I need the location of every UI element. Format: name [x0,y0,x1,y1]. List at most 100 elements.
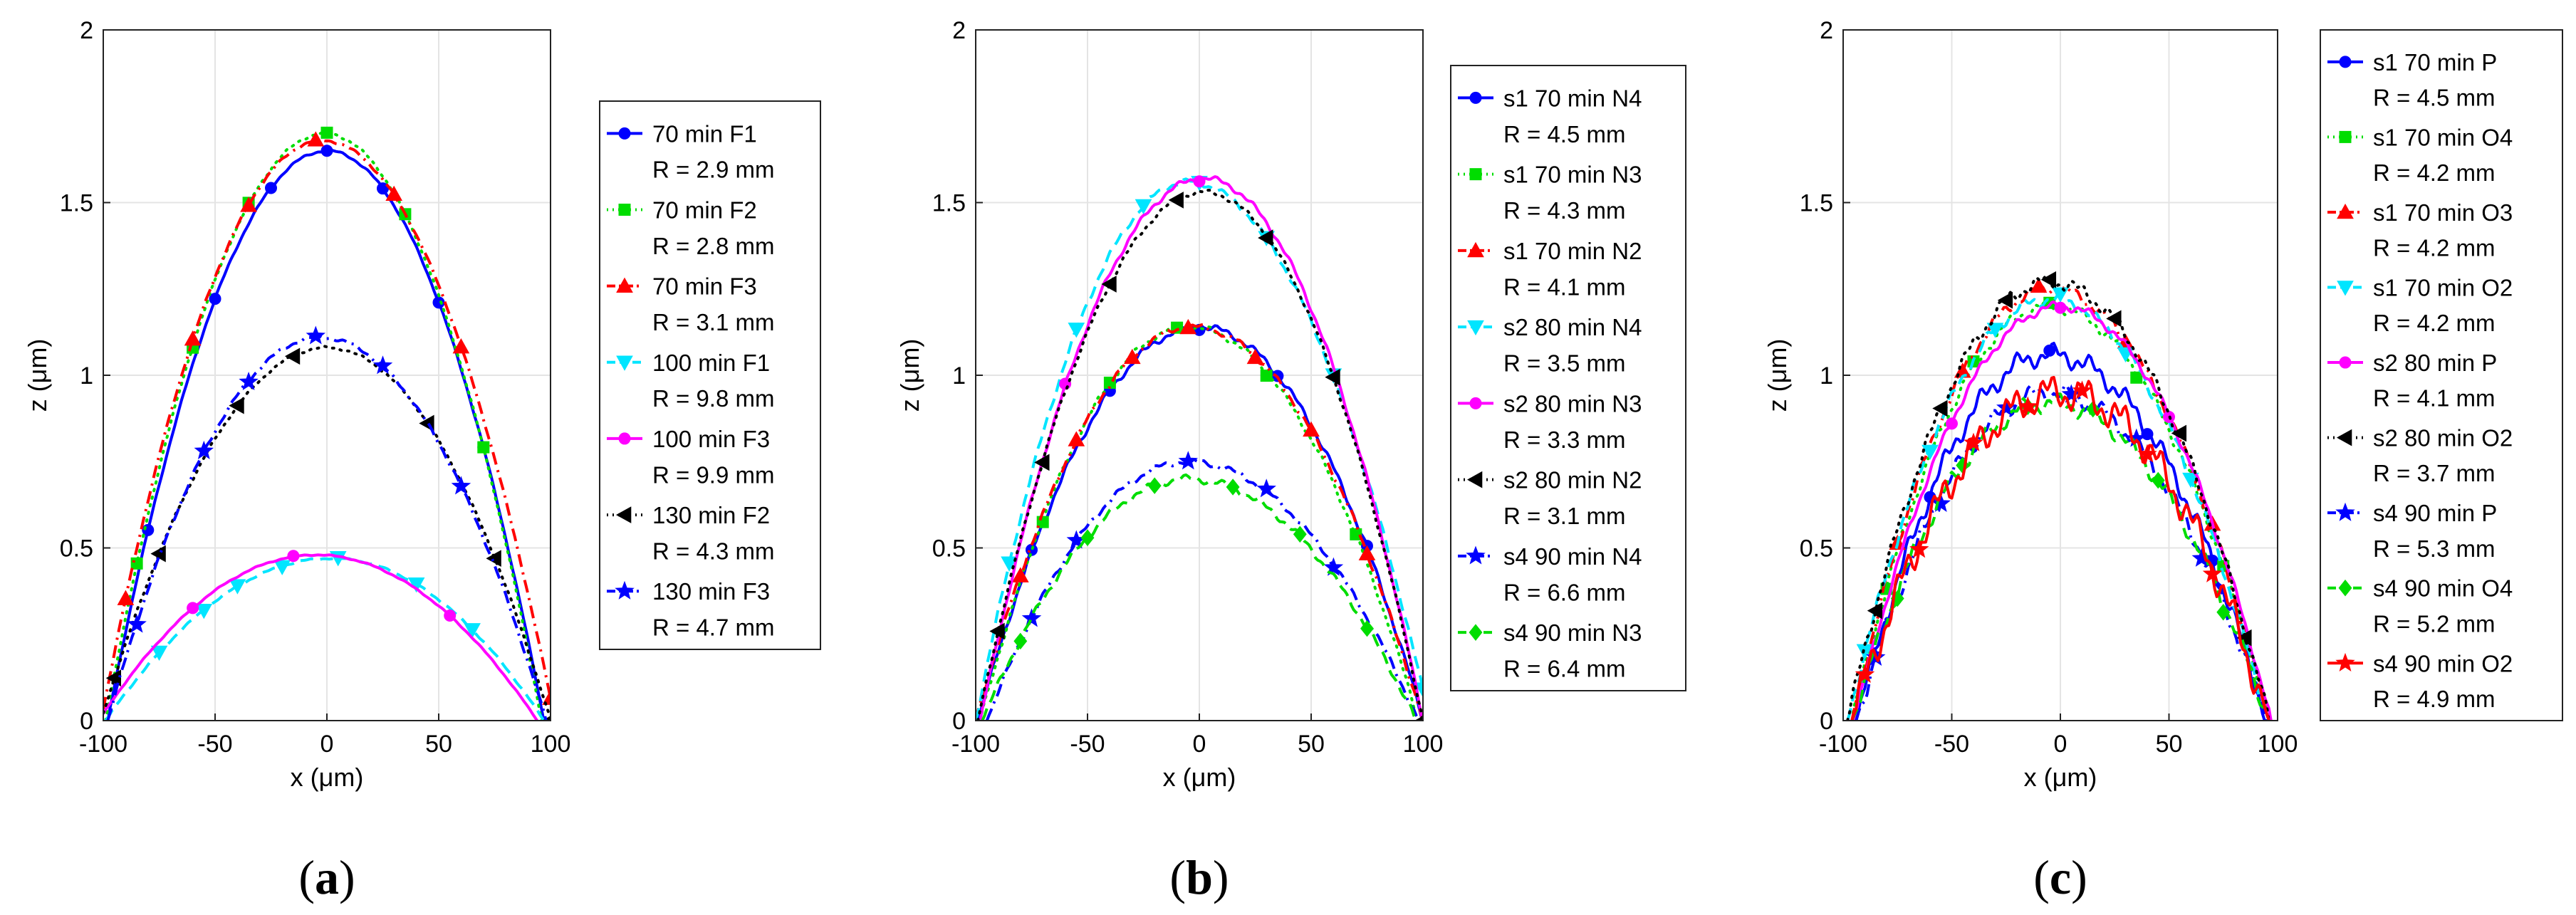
legend-marker-swatch [2339,130,2352,143]
data-point-s4-1 [287,550,300,563]
y-tick-label: 2 [80,17,93,44]
data-point-s7-4 [2151,471,2165,489]
series-line-4 [103,553,538,721]
data-point-s6-2 [239,371,259,391]
legend-marker-swatch [2336,429,2352,446]
legend-radius: R = 3.1 mm [1503,503,1625,529]
legend-radius: R = 5.2 mm [2373,610,2495,637]
legend-radius: R = 3.1 mm [652,309,774,335]
data-point-s6-3 [1256,479,1276,498]
data-point-s5-4 [1258,229,1273,246]
legend-radius: R = 4.2 mm [2373,310,2495,336]
data-point-s4-2 [444,609,457,622]
legend-marker-swatch [615,580,635,600]
panel-label: (c) [2033,850,2087,904]
series-line-6 [106,334,548,721]
data-point-s2-6 [542,689,551,705]
legend-entry: s1 70 min O4 R = 4.2 mm [2327,124,2513,186]
legend-label: s2 80 min P [2373,350,2497,376]
data-point-s2-2 [240,197,257,212]
data-point-s7-2 [1147,477,1162,494]
legend-entry: s4 90 min O4 R = 5.2 mm [2327,575,2513,637]
data-point-s5-3 [1168,192,1184,209]
legend-label: 70 min F2 [652,197,757,224]
legend-label: 130 min F2 [652,502,770,528]
data-point-s3-6 [1414,682,1423,698]
legend-radius: R = 4.1 mm [2373,385,2495,412]
legend-radius: R = 4.5 mm [2373,84,2495,110]
data-point-s2-4 [385,185,403,202]
data-point-s8-3 [2018,396,2038,415]
x-tick-label: 50 [2156,731,2183,758]
legend-marker-swatch [618,204,631,216]
legend-radius: R = 4.7 mm [652,615,774,641]
legend-entry: s2 80 min N3 R = 3.3 mm [1458,390,1642,453]
legend-radius: R = 6.4 mm [1503,656,1625,682]
data-point-s2-2 [1123,348,1141,365]
legend-label: 70 min F3 [652,273,757,300]
legend-entry: s1 70 min O3 R = 4.2 mm [2327,199,2513,261]
legend-marker-swatch [1466,545,1486,565]
data-point-s6-1 [194,440,214,459]
legend-entry: 130 min F2 R = 4.3 mm [607,502,774,564]
panel-b: -100 -50 0 50 100 0 0.5 1 1.5 2 x (μm) z (μm) s1 70 … [895,17,1686,904]
legend-radius: R = 3.5 mm [1503,350,1625,377]
y-tick-label: 0 [1820,708,1833,735]
data-point-s2-4 [1246,348,1264,365]
panel-c: -100 -50 0 50 100 0 0.5 1 1.5 2 x (μm) z (μm) s1 70 … [1763,17,2563,904]
legend-marker-swatch [1467,320,1484,336]
legend-marker-swatch [2337,281,2354,296]
legend-marker-swatch [618,432,631,445]
legend-label: s4 90 min O4 [2373,575,2513,602]
x-tick-label: 50 [1298,731,1325,758]
data-point-s5-5 [2171,424,2187,442]
legend-label: s4 90 min N4 [1503,543,1642,570]
legend-label: s4 90 min O2 [2373,650,2513,676]
legend-marker-swatch [1469,168,1482,181]
data-point-s5-3 [2040,271,2057,288]
legend-marker-swatch [615,506,632,523]
series-line-7 [981,473,1418,721]
data-point-s5-0 [989,622,1005,640]
data-point-s2-6 [1358,545,1376,560]
legend-radius: R = 9.9 mm [652,461,774,488]
data-point-s3-0 [1001,556,1018,572]
legend: s1 70 min P R = 4.5 mm s1 70 min O4 R = 4.2… [2320,29,2563,721]
legend-entry: s1 70 min O2 R = 4.2 mm [2327,275,2513,336]
data-point-s1-3 [2130,371,2143,384]
legend-entry: s1 70 min N2 R = 4.1 mm [1458,238,1642,300]
legend-label: s2 80 min N4 [1503,314,1642,340]
data-point-s4-0 [1946,417,1958,430]
legend-radius: R = 2.9 mm [652,157,774,183]
data-point-s6-5 [451,476,471,495]
data-point-s8-6 [2202,563,2223,582]
data-point-s2-0 [117,590,135,605]
legend-label: s1 70 min O4 [2373,124,2513,150]
legend-entry: s4 90 min P R = 5.3 mm [2327,500,2497,562]
data-point-s6-0 [127,614,147,633]
legend-label: s1 70 min O2 [2373,275,2513,301]
y-tick-label: 2 [1820,17,1833,44]
legend-label: s1 70 min N4 [1503,85,1642,111]
legend-radius: R = 9.8 mm [652,385,774,412]
legend-label: 100 min F1 [652,350,770,376]
y-tick-label: 1.5 [60,190,93,217]
legend-marker-swatch [2335,502,2355,521]
data-point-s6-4 [1323,557,1344,576]
data-point-s8-2 [1964,432,1983,451]
x-tick-label: -50 [1070,731,1105,758]
legend-radius: R = 4.5 mm [1503,121,1625,147]
legend-marker-swatch [2338,579,2352,597]
legend-entry: s2 80 min N4 R = 3.5 mm [1458,314,1642,377]
data-point-s3-2 [1986,323,2004,338]
data-point-s5-1 [1932,399,1948,417]
legend-entry: s2 80 min N2 R = 3.1 mm [1458,467,1642,529]
data-point-s6-5 [2191,548,2211,567]
y-axis-label: z (μm) [23,339,52,412]
x-tick-label: 100 [2258,731,2298,758]
data-point-s7-4 [1293,526,1307,543]
legend-entry: 100 min F3 R = 9.9 mm [607,426,774,488]
x-axis-label: x (μm) [1163,763,1236,792]
legend-entry: s4 90 min O2 R = 4.9 mm [2327,650,2513,712]
